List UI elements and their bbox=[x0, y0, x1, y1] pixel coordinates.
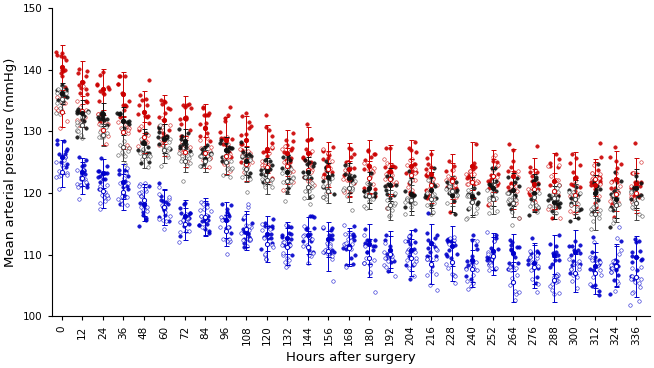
Y-axis label: Mean arterial pressure (mmHg): Mean arterial pressure (mmHg) bbox=[4, 57, 17, 267]
X-axis label: Hours after surgery: Hours after surgery bbox=[286, 351, 415, 364]
